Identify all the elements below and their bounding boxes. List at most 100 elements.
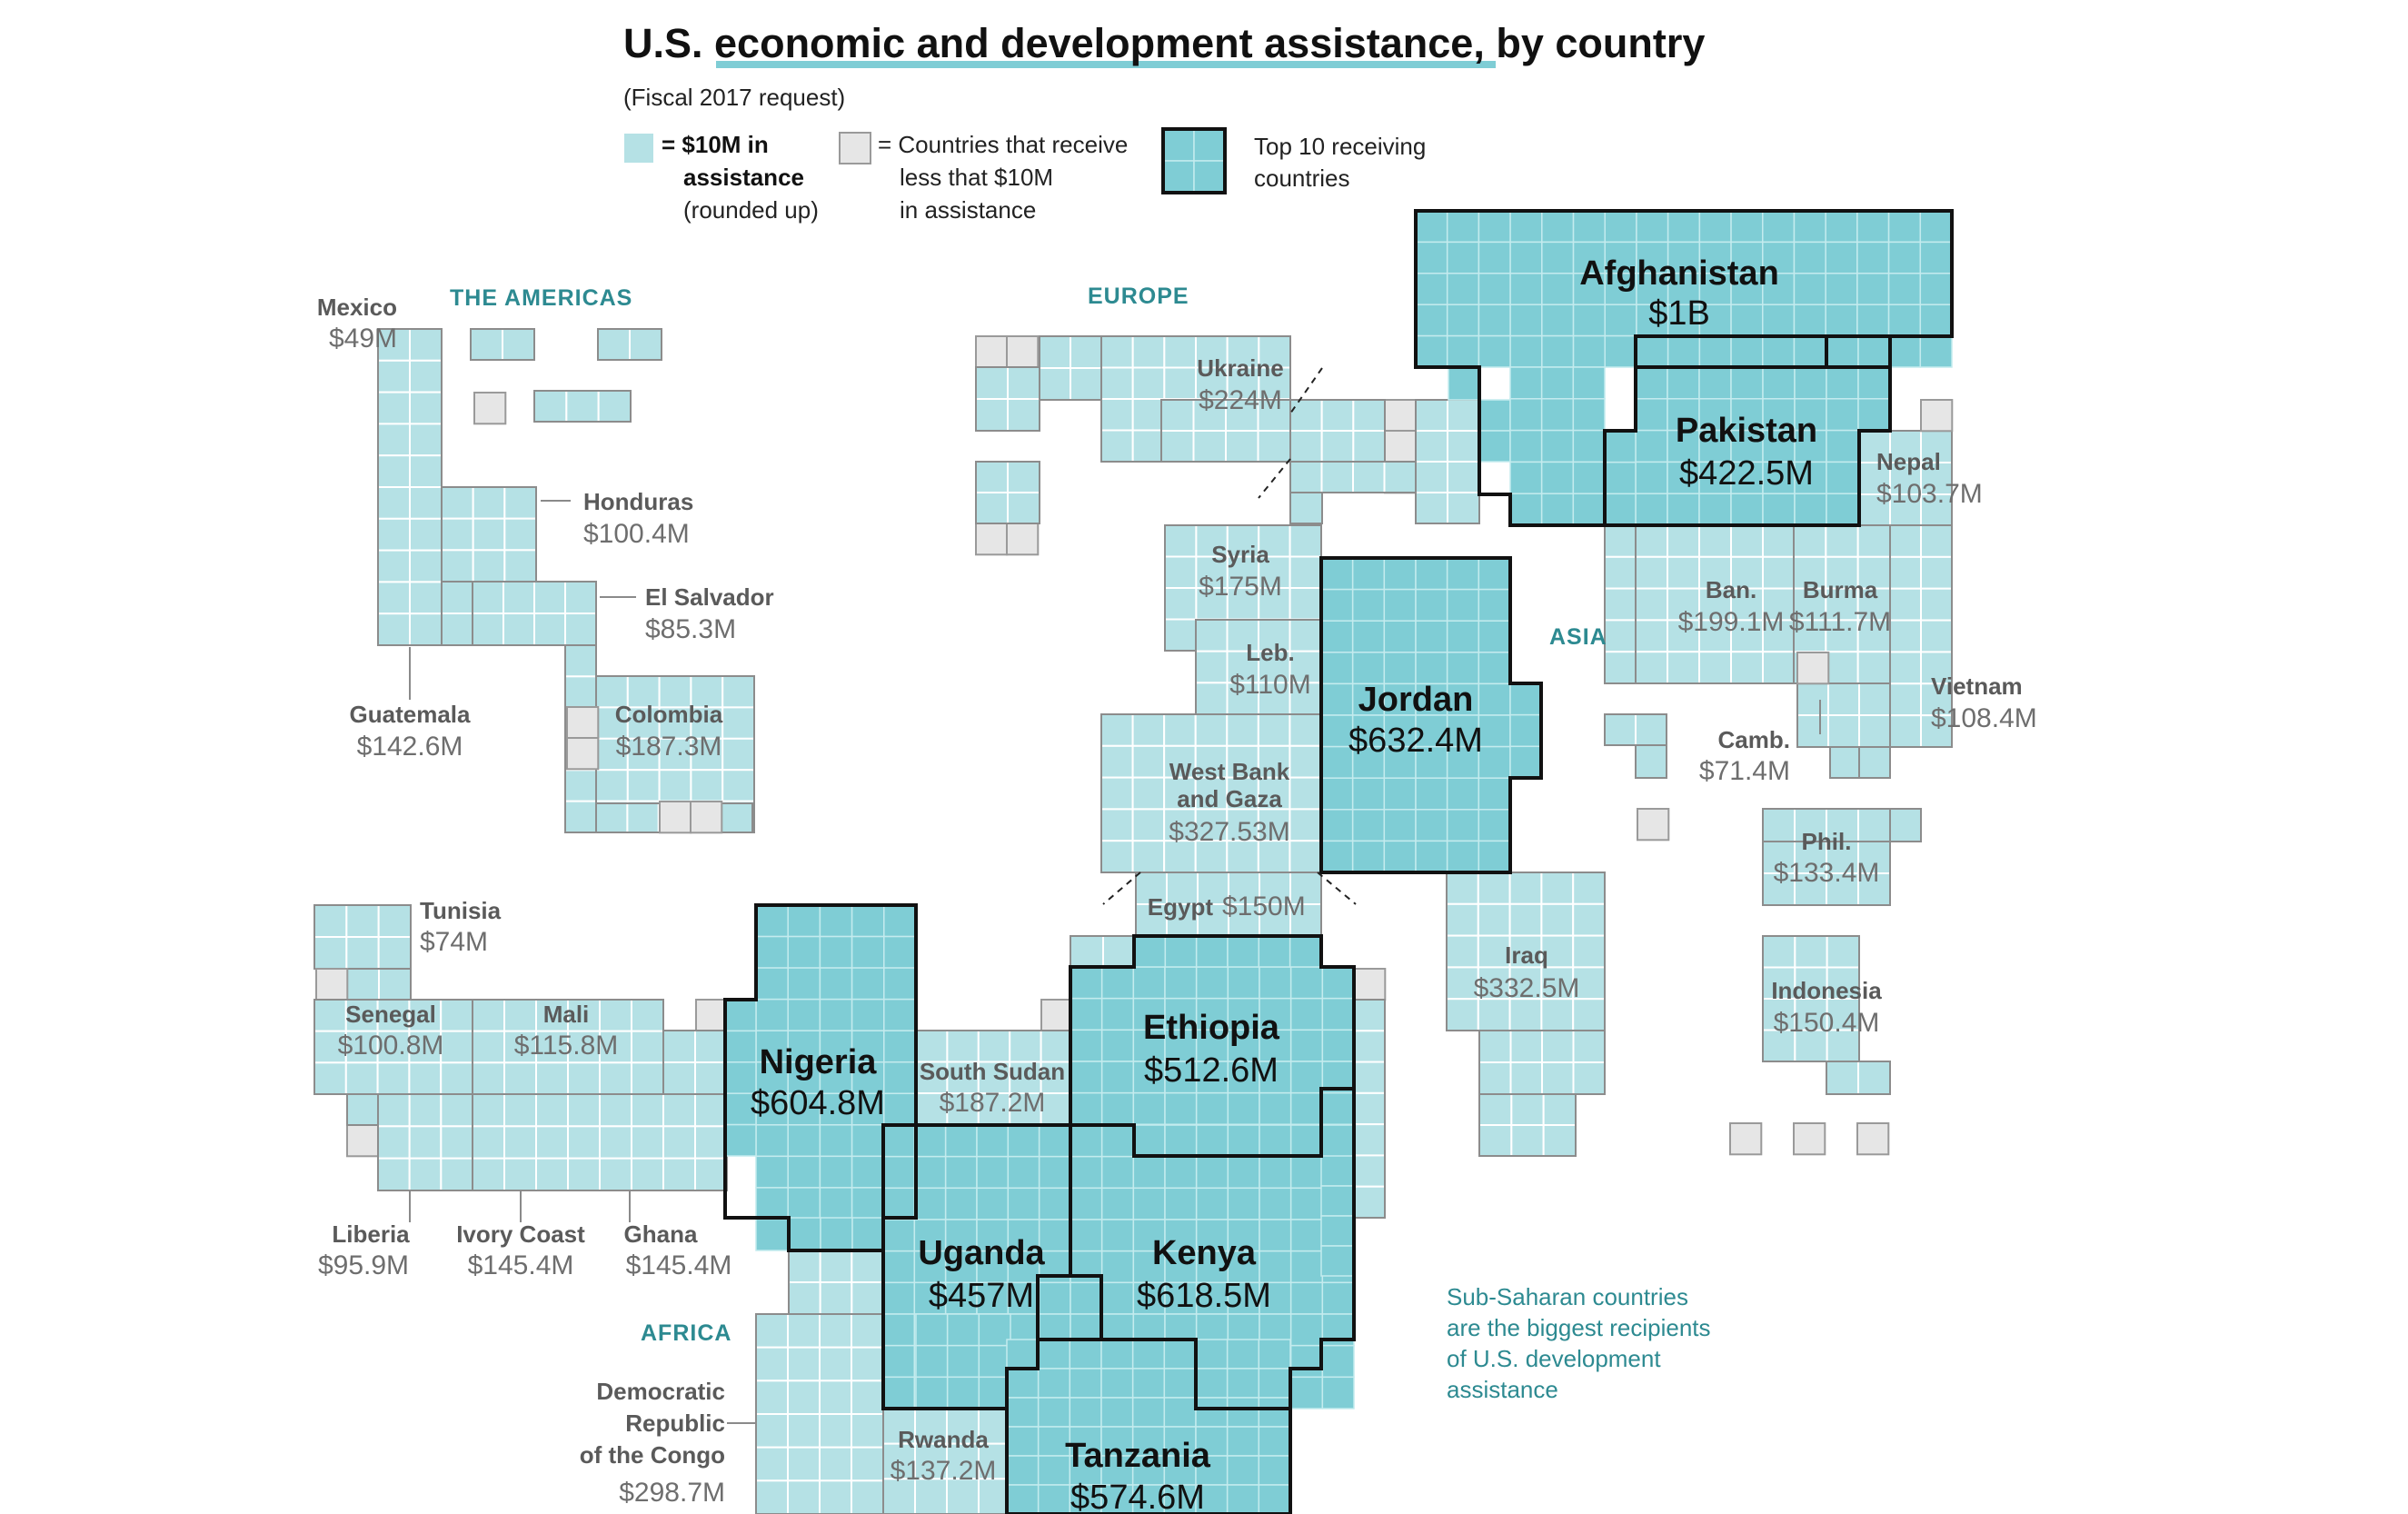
uganda-tile xyxy=(1007,1187,1040,1220)
lebanon-tile xyxy=(1289,682,1322,715)
uganda-tile xyxy=(1007,1124,1040,1158)
vietnam-amount: $108.4M xyxy=(1931,703,2037,733)
afghanistan-tile xyxy=(1636,210,1669,244)
pakistan-tile xyxy=(1762,461,1796,494)
drc-tile xyxy=(819,1346,852,1382)
senegal-liberia-tile xyxy=(376,1061,411,1096)
tanzania-tile xyxy=(1258,1339,1291,1370)
nigeria-tile xyxy=(820,1217,853,1251)
nigeria-tile xyxy=(851,1061,885,1095)
jordan-tile xyxy=(1351,809,1386,842)
nigeria-amount: $604.8M xyxy=(751,1084,885,1122)
afghanistan-tile xyxy=(1509,304,1543,337)
tanzania-tile xyxy=(1131,1455,1166,1486)
kenya-tile xyxy=(1320,1185,1355,1217)
drc-tile xyxy=(787,1479,821,1514)
afghanistan-tile xyxy=(1887,273,1922,305)
pakistan-tile xyxy=(1698,429,1732,463)
lebanon-tile xyxy=(1226,682,1259,715)
colombia-tile xyxy=(721,737,756,772)
ethiopia-side-tile xyxy=(1353,1030,1386,1063)
afghanistan-tile xyxy=(1604,334,1637,368)
jordan-tile xyxy=(1383,777,1417,811)
ethiopia-side-tile xyxy=(1353,1154,1386,1188)
ukraine-tile xyxy=(1160,430,1195,463)
jordan-tile xyxy=(1320,682,1354,716)
west-bank-tile xyxy=(1194,840,1229,874)
vietnam-tile xyxy=(1889,619,1922,653)
afghanistan-tile xyxy=(1415,241,1448,274)
tunisia-tile xyxy=(313,904,348,938)
iraq-tile xyxy=(1477,998,1511,1031)
kenya-tile xyxy=(1070,1250,1103,1284)
nigeria-tile xyxy=(851,1187,885,1220)
vietnam-tile xyxy=(1920,619,1953,653)
honduras-tile xyxy=(441,517,474,552)
uganda-tile xyxy=(882,1250,916,1284)
mali-ghana-tile xyxy=(472,1030,505,1064)
americas-small xyxy=(566,706,600,740)
kenya-tile xyxy=(1320,1215,1355,1247)
rwanda-amount: $137.2M xyxy=(891,1456,997,1486)
nigeria-tile xyxy=(883,1092,917,1126)
vietnam-tile xyxy=(1889,682,1922,717)
cambodia-tile xyxy=(1827,682,1860,716)
guatemala-amount: $142.6M xyxy=(357,732,463,762)
mali-ghana-tile xyxy=(599,1093,632,1128)
bangladesh-tile xyxy=(1762,619,1796,653)
vietnam-tile xyxy=(1920,524,1953,558)
indonesia-tile xyxy=(1794,935,1828,969)
pakistan-tile xyxy=(1635,398,1668,432)
pakistan-tile xyxy=(1667,461,1700,494)
mexico-name: Mexico xyxy=(317,294,397,321)
nepal-tile xyxy=(1858,430,1891,463)
uganda-tile xyxy=(1007,1155,1040,1190)
syria-tile xyxy=(1258,555,1291,589)
jordan-tile xyxy=(1478,777,1511,811)
iraq-amount: $332.5M xyxy=(1474,973,1580,1003)
pacific-small xyxy=(1729,1122,1763,1156)
balkans-tile xyxy=(1415,461,1448,493)
nigeria-tile xyxy=(851,998,885,1031)
kenya-tile xyxy=(1289,1219,1324,1252)
africa-small xyxy=(315,968,349,1001)
balkans-tile xyxy=(1352,430,1387,463)
mali-ghana-tile xyxy=(694,1061,728,1095)
legend-unit-note: (rounded up) xyxy=(683,196,819,224)
drc-tile xyxy=(755,1479,789,1514)
senegal-liberia-tile xyxy=(440,1030,474,1064)
rwanda-tile xyxy=(946,1478,980,1514)
honduras-tile xyxy=(503,517,537,552)
country-labels: Mexico $49M Honduras $100.4M El Salvador… xyxy=(317,294,2037,1508)
ukraine-tile xyxy=(1225,430,1259,463)
west-bank-tile xyxy=(1289,776,1323,811)
west-bank-tile xyxy=(1226,713,1259,747)
tanzania-tile xyxy=(1100,1397,1134,1428)
iraq-tile xyxy=(1572,934,1606,969)
tanzania-tile xyxy=(1037,1455,1071,1486)
tunisia-amount: $74M xyxy=(420,927,488,957)
ethiopia-tile xyxy=(1164,966,1198,1000)
drc-tile xyxy=(755,1313,789,1349)
kenya-tile xyxy=(1132,1155,1166,1190)
drc-tile xyxy=(851,1250,884,1283)
afghanistan-tile xyxy=(1667,210,1701,244)
afghanistan-tile xyxy=(1919,273,1953,305)
tanzania-tile xyxy=(1258,1426,1291,1457)
balkans-tile xyxy=(1447,399,1480,432)
lebanon-tile xyxy=(1195,650,1229,684)
annotation-line-4: assistance xyxy=(1447,1376,1558,1403)
legend-small-swatch xyxy=(839,132,871,164)
ethiopia-tile xyxy=(1070,1091,1103,1126)
el-salvador-tile xyxy=(533,613,566,646)
nigeria-tile xyxy=(787,1124,821,1158)
pakistan-tile xyxy=(1635,429,1668,463)
afghanistan-tile xyxy=(1541,304,1575,337)
colombia-amount: $187.3M xyxy=(616,732,722,762)
senegal-liberia-tile xyxy=(313,1061,347,1096)
caribbean-small xyxy=(473,392,507,425)
mali-ghana-tile xyxy=(631,1157,664,1191)
legend-top10-tile xyxy=(1162,128,1195,162)
drc-tile xyxy=(755,1346,789,1382)
west-bank-tile xyxy=(1100,713,1134,747)
